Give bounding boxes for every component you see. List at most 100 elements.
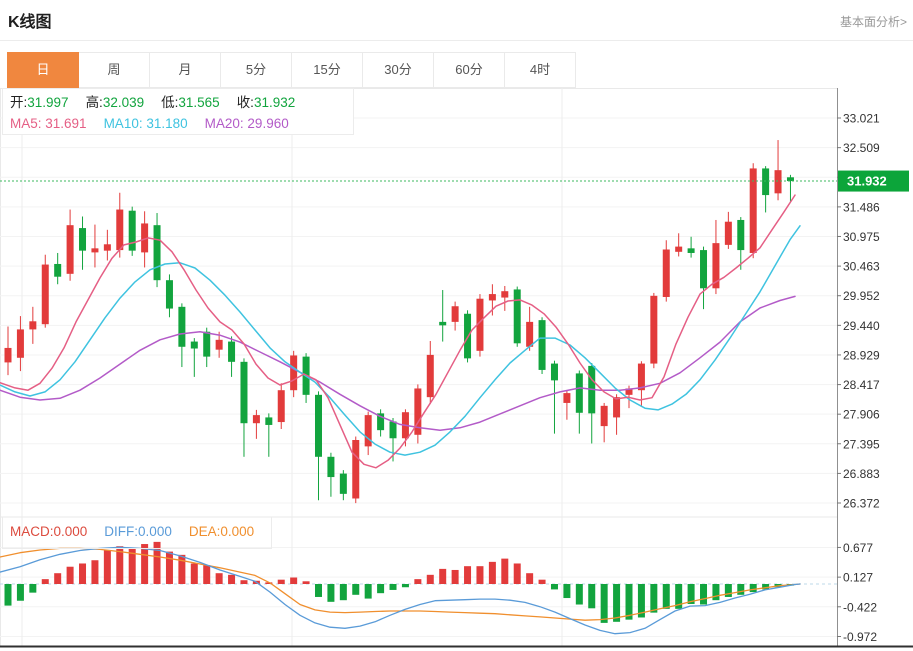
macd-bar	[414, 579, 422, 584]
axis-label: 31.486	[843, 200, 880, 214]
macd-bar	[762, 584, 770, 590]
period-tabs: 日周月 5分 15分 30分 60分 4时	[7, 52, 576, 88]
candle-body	[54, 263, 62, 277]
candle-body	[203, 331, 211, 357]
macd-bar	[165, 551, 173, 584]
ma-item: MA5: 31.691	[10, 116, 87, 131]
macd-bar	[29, 584, 37, 593]
ohlc-row: 开:31.997 高:32.039 低:31.565 收:31.932	[10, 92, 353, 113]
candle-body	[103, 244, 111, 251]
candle-body	[650, 295, 658, 364]
tab-60分[interactable]: 60分	[433, 52, 505, 88]
macd-item: DIFF:0.000	[104, 524, 172, 539]
macd-bar	[588, 584, 596, 609]
candle-body	[265, 417, 273, 425]
tab-15分[interactable]: 15分	[291, 52, 363, 88]
candle-body	[116, 209, 124, 251]
macd-bar	[153, 541, 161, 584]
candle-body	[550, 363, 558, 381]
candle-body	[464, 313, 472, 359]
macd-bar	[79, 563, 87, 584]
axis-label: 29.440	[843, 319, 880, 333]
candle-body	[165, 280, 173, 309]
candle-body	[451, 306, 459, 322]
macd-bar	[700, 584, 708, 605]
macd-bar	[91, 560, 99, 584]
macd-bar	[488, 561, 496, 584]
candle-body	[153, 225, 161, 281]
candle-body	[439, 321, 447, 326]
candle-body	[178, 306, 186, 347]
macd-bar	[526, 573, 534, 584]
axis-label: 33.021	[843, 112, 880, 126]
candle-body	[339, 473, 347, 494]
ohlc-item: 收:31.932	[236, 95, 296, 110]
axis-label: -0.422	[843, 600, 877, 614]
candle-body	[215, 339, 223, 350]
macd-bar	[476, 566, 484, 584]
macd-bar	[563, 584, 571, 599]
ma20-line	[0, 295, 796, 431]
macd-bar	[662, 584, 670, 609]
candle-body	[91, 248, 99, 253]
axis-label: 27.395	[843, 437, 880, 451]
macd-bar	[501, 558, 509, 584]
candle-body	[315, 394, 322, 457]
tab-5分[interactable]: 5分	[220, 52, 292, 88]
macd-bar	[749, 584, 757, 593]
macd-bar	[141, 544, 149, 584]
ohlc-item: 高:32.039	[85, 95, 145, 110]
tab-30分[interactable]: 30分	[362, 52, 434, 88]
macd-bar	[240, 580, 248, 584]
candle-body	[501, 291, 509, 298]
macd-bar	[178, 554, 186, 584]
header: K线图 基本面分析>	[0, 0, 913, 41]
macd-bar	[103, 549, 111, 584]
macd-bar	[41, 579, 49, 584]
candle-body	[675, 246, 683, 252]
tab-月[interactable]: 月	[149, 52, 221, 88]
candle-body	[141, 223, 149, 253]
axis-label: 0.677	[843, 541, 873, 555]
macd-bar	[675, 584, 683, 609]
ma-item: MA20: 29.960	[204, 116, 289, 131]
macd-bar	[290, 577, 298, 584]
ohlc-item: 低:31.565	[161, 95, 220, 110]
candle-body	[476, 298, 484, 351]
candle-body	[625, 388, 633, 395]
candle-body	[240, 361, 248, 424]
ma10-line	[0, 225, 801, 456]
candle-body	[662, 249, 670, 297]
macd-bar	[687, 584, 695, 604]
ohlc-item: 开:31.997	[10, 95, 69, 110]
tab-4时[interactable]: 4时	[504, 52, 576, 88]
axis-label: 28.417	[843, 378, 880, 392]
macd-bar	[128, 548, 136, 584]
candle-body	[389, 421, 397, 439]
macd-bar	[228, 574, 236, 584]
fundamental-analysis-link[interactable]: 基本面分析>	[839, 15, 907, 29]
tab-日[interactable]: 日	[7, 52, 79, 88]
candle-body	[426, 354, 434, 398]
macd-bar	[613, 584, 621, 622]
macd-bar	[327, 584, 335, 602]
candle-body	[352, 440, 360, 499]
macd-bar	[401, 584, 409, 588]
macd-bar	[190, 563, 198, 584]
candle-body	[66, 225, 74, 274]
tab-周[interactable]: 周	[78, 52, 150, 88]
candle-body	[364, 415, 372, 447]
kline-chart-canvas[interactable]: 33.02132.50931.99831.48630.97530.46329.9…	[0, 88, 913, 651]
macd-bar	[538, 579, 546, 584]
macd-bar	[116, 546, 124, 584]
macd-bar	[203, 565, 211, 584]
macd-info-box: MACD:0.000 DIFF:0.000 DEA:0.000	[2, 517, 272, 549]
macd-bar	[712, 584, 720, 601]
macd-bar	[724, 584, 732, 597]
macd-bar	[650, 584, 658, 613]
candle-body	[377, 413, 385, 431]
macd-bar	[439, 568, 447, 584]
axis-label: 30.463	[843, 260, 880, 274]
candle-body	[526, 321, 534, 347]
